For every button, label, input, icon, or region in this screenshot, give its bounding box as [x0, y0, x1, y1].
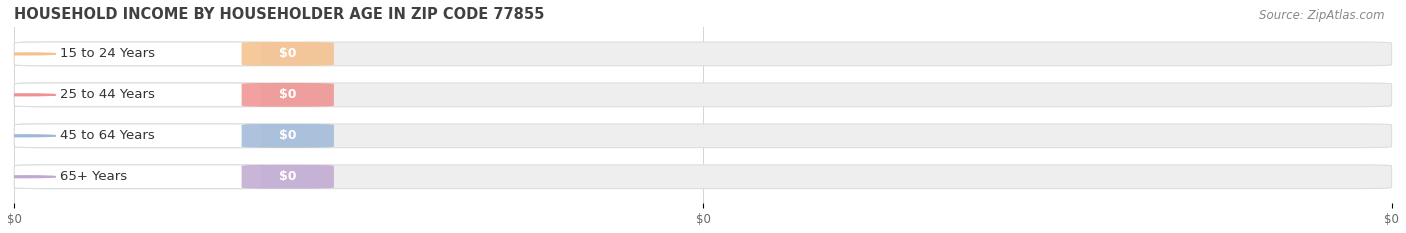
- Text: $0: $0: [278, 129, 297, 142]
- Text: $0: $0: [278, 170, 297, 183]
- FancyBboxPatch shape: [242, 42, 333, 66]
- FancyBboxPatch shape: [14, 83, 1392, 107]
- Text: 15 to 24 Years: 15 to 24 Years: [60, 47, 155, 60]
- FancyBboxPatch shape: [242, 165, 333, 188]
- Circle shape: [0, 53, 56, 55]
- Text: $0: $0: [278, 47, 297, 60]
- FancyBboxPatch shape: [14, 165, 1392, 188]
- Text: Source: ZipAtlas.com: Source: ZipAtlas.com: [1260, 9, 1385, 22]
- Text: HOUSEHOLD INCOME BY HOUSEHOLDER AGE IN ZIP CODE 77855: HOUSEHOLD INCOME BY HOUSEHOLDER AGE IN Z…: [14, 7, 544, 22]
- Circle shape: [0, 176, 56, 178]
- FancyBboxPatch shape: [14, 124, 263, 148]
- Text: 45 to 64 Years: 45 to 64 Years: [60, 129, 155, 142]
- FancyBboxPatch shape: [242, 83, 333, 107]
- Text: 65+ Years: 65+ Years: [60, 170, 127, 183]
- FancyBboxPatch shape: [242, 124, 333, 148]
- Text: 25 to 44 Years: 25 to 44 Years: [60, 88, 155, 101]
- FancyBboxPatch shape: [14, 124, 1392, 148]
- FancyBboxPatch shape: [14, 83, 263, 107]
- FancyBboxPatch shape: [14, 42, 263, 66]
- Circle shape: [0, 94, 56, 96]
- FancyBboxPatch shape: [14, 165, 263, 188]
- FancyBboxPatch shape: [14, 42, 1392, 66]
- Circle shape: [0, 135, 56, 137]
- Text: $0: $0: [278, 88, 297, 101]
